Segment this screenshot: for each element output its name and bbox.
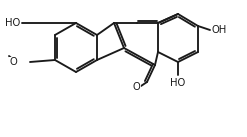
- Text: HO: HO: [170, 78, 186, 88]
- Text: HO: HO: [5, 18, 20, 28]
- Text: O: O: [132, 82, 140, 92]
- Text: OH: OH: [211, 25, 226, 35]
- Text: O: O: [9, 57, 17, 67]
